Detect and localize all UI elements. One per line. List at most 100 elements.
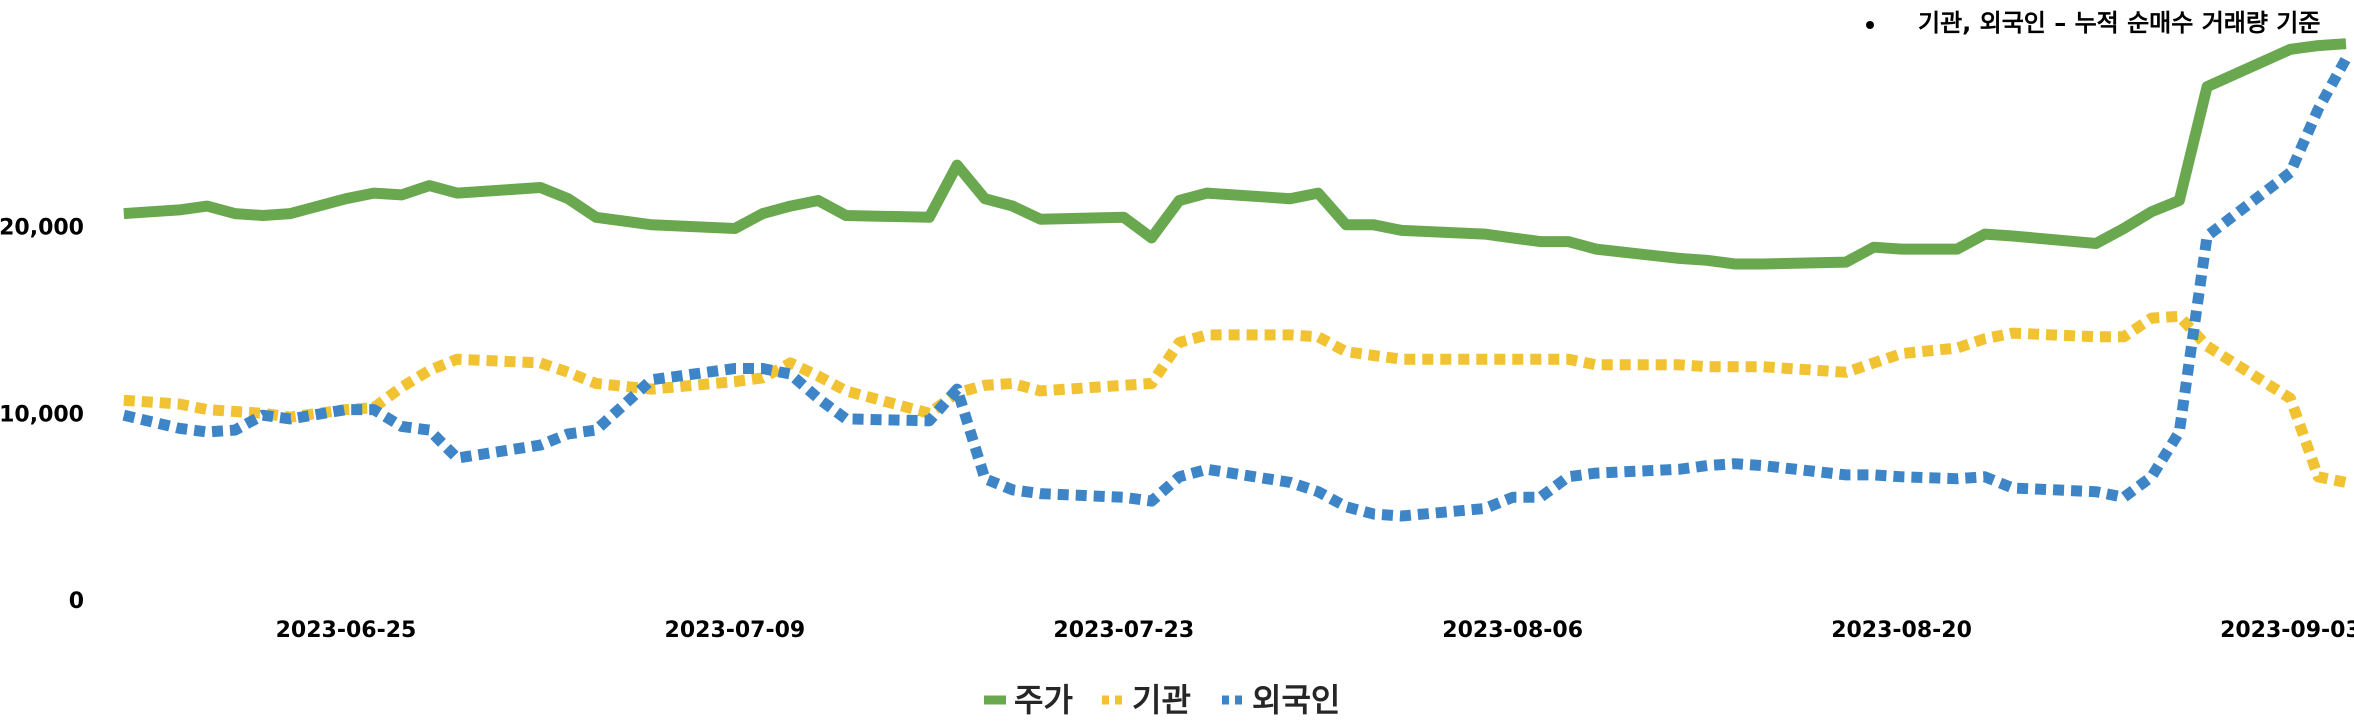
data-point bbox=[2151, 476, 2153, 478]
data-point bbox=[1956, 347, 1958, 349]
series-line bbox=[123, 38, 2347, 270]
y-tick-label: 0 bbox=[69, 589, 84, 614]
data-point bbox=[1317, 491, 1319, 493]
data-point bbox=[1734, 366, 1736, 368]
y-axis: 0 10,000 20,000 bbox=[0, 216, 84, 614]
data-point bbox=[1123, 384, 1125, 386]
data-point bbox=[2317, 108, 2319, 110]
data-point bbox=[1984, 233, 1986, 235]
data-point bbox=[539, 187, 541, 189]
data-point bbox=[2123, 228, 2125, 230]
data-point bbox=[1206, 334, 1208, 336]
series-1 bbox=[123, 38, 2347, 270]
data-point bbox=[401, 386, 403, 388]
data-point bbox=[123, 414, 125, 416]
data-point bbox=[817, 397, 819, 399]
data-point bbox=[984, 478, 986, 480]
x-tick-label: 2023-07-23 bbox=[1053, 618, 1194, 643]
data-point bbox=[2012, 332, 2014, 334]
data-point bbox=[2151, 317, 2153, 319]
data-point bbox=[1873, 362, 1875, 364]
data-point bbox=[1151, 237, 1153, 239]
data-point bbox=[1678, 257, 1680, 259]
x-tick-label: 2023-09-03 bbox=[2220, 618, 2354, 643]
data-point bbox=[1678, 468, 1680, 470]
data-point bbox=[206, 205, 208, 207]
data-point bbox=[1206, 192, 1208, 194]
data-point bbox=[1317, 192, 1319, 194]
data-point bbox=[1151, 500, 1153, 502]
data-point bbox=[1845, 474, 1847, 476]
data-point bbox=[1123, 216, 1125, 218]
data-point bbox=[845, 418, 847, 420]
data-point bbox=[123, 399, 125, 401]
data-point bbox=[1484, 233, 1486, 235]
x-tick-label: 2023-08-06 bbox=[1442, 618, 1583, 643]
data-point bbox=[1401, 358, 1403, 360]
data-point bbox=[373, 409, 375, 411]
data-point bbox=[1873, 246, 1875, 248]
annotation-text: 기관, 외국인 – 누적 순매수 거래량 기준 bbox=[1918, 9, 2320, 37]
data-point bbox=[1706, 259, 1708, 261]
data-point bbox=[1512, 496, 1514, 498]
data-point bbox=[567, 198, 569, 200]
data-point bbox=[817, 375, 819, 377]
data-point bbox=[2289, 172, 2291, 174]
legend: 주가 기관 외국인 bbox=[984, 681, 1340, 719]
data-point bbox=[2012, 235, 2014, 237]
data-point bbox=[289, 418, 291, 420]
data-point bbox=[2317, 476, 2319, 478]
data-point bbox=[956, 388, 958, 390]
data-point bbox=[1012, 489, 1014, 491]
data-point bbox=[817, 200, 819, 202]
data-point bbox=[1512, 358, 1514, 360]
series-3 bbox=[122, 56, 2351, 522]
data-point bbox=[1762, 366, 1764, 368]
data-point bbox=[178, 209, 180, 211]
data-point bbox=[595, 429, 597, 431]
data-point bbox=[789, 205, 791, 207]
data-point bbox=[2123, 496, 2125, 498]
data-point bbox=[984, 198, 986, 200]
data-point bbox=[2178, 200, 2180, 202]
data-point bbox=[1539, 496, 1541, 498]
data-point bbox=[234, 213, 236, 215]
data-point bbox=[456, 192, 458, 194]
data-point bbox=[595, 216, 597, 218]
data-point bbox=[401, 425, 403, 427]
data-point bbox=[734, 228, 736, 230]
y-tick-label: 10,000 bbox=[0, 402, 84, 427]
data-point bbox=[456, 358, 458, 360]
data-point bbox=[651, 379, 653, 381]
y-tick-label: 20,000 bbox=[0, 216, 84, 241]
data-point bbox=[373, 192, 375, 194]
data-point bbox=[1039, 218, 1041, 220]
data-point bbox=[789, 373, 791, 375]
data-point bbox=[1289, 334, 1291, 336]
data-point bbox=[1289, 198, 1291, 200]
data-point bbox=[651, 224, 653, 226]
data-point bbox=[1484, 358, 1486, 360]
data-point bbox=[1401, 229, 1403, 231]
data-point bbox=[345, 198, 347, 200]
data-point bbox=[595, 383, 597, 385]
data-point bbox=[1345, 506, 1347, 508]
data-point bbox=[1178, 476, 1180, 478]
data-point bbox=[1012, 383, 1014, 385]
data-point bbox=[1956, 248, 1958, 250]
data-point bbox=[262, 215, 264, 217]
data-point bbox=[1317, 336, 1319, 338]
data-point bbox=[928, 420, 930, 422]
data-point bbox=[1567, 241, 1569, 243]
data-point bbox=[2345, 58, 2347, 60]
data-point bbox=[1873, 474, 1875, 476]
data-point bbox=[234, 429, 236, 431]
legend-label: 외국인 bbox=[1252, 681, 1340, 719]
data-point bbox=[1762, 465, 1764, 467]
data-point bbox=[1123, 496, 1125, 498]
data-point bbox=[2095, 336, 2097, 338]
data-point bbox=[1845, 261, 1847, 263]
data-point bbox=[1345, 351, 1347, 353]
data-point bbox=[2095, 491, 2097, 493]
